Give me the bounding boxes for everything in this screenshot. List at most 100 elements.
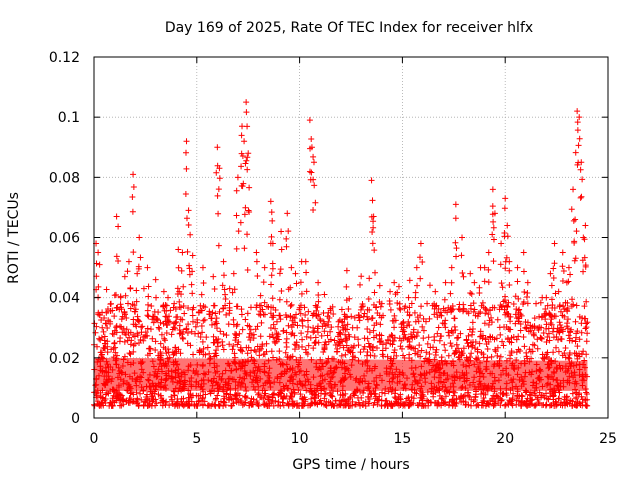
data-point-cloud (417, 371, 424, 378)
data-point-cloud (174, 313, 181, 320)
data-point-cloud (378, 377, 385, 384)
data-point-cloud (250, 376, 257, 383)
data-point-cloud (478, 349, 485, 356)
data-point-cloud (497, 389, 504, 396)
data-point (241, 211, 248, 218)
data-point-cloud (177, 378, 184, 385)
data-point-cloud (149, 335, 156, 342)
data-point-cloud (522, 324, 529, 331)
data-point-cloud (137, 390, 144, 397)
data-point-cloud (442, 317, 449, 324)
data-point-cloud (225, 360, 232, 367)
data-point-cloud (137, 336, 144, 343)
data-point-cloud (160, 360, 167, 367)
data-point (500, 298, 507, 305)
data-point-cloud (345, 347, 352, 354)
data-point-cloud (113, 395, 120, 402)
data-point-cloud (330, 311, 337, 318)
data-point (576, 114, 583, 121)
data-point (199, 329, 206, 336)
data-point (460, 273, 467, 280)
data-point-cloud (528, 397, 535, 404)
data-point-cloud (407, 344, 414, 351)
data-point-cloud (569, 390, 576, 397)
data-point-cloud (230, 321, 237, 328)
data-point (115, 258, 122, 265)
data-point-cloud (194, 361, 201, 368)
data-point-cloud (140, 337, 147, 344)
data-point-cloud (299, 343, 306, 350)
data-point-cloud (148, 303, 155, 310)
data-point-cloud (330, 388, 337, 395)
data-point-cloud (115, 394, 122, 401)
data-point-cloud (418, 394, 425, 401)
data-point-cloud (165, 367, 172, 374)
data-point-cloud (482, 391, 489, 398)
data-point (550, 275, 557, 282)
data-point-cloud (431, 356, 438, 363)
data-point-cloud (147, 326, 154, 333)
data-point (260, 311, 267, 318)
data-point-cloud (113, 324, 120, 331)
data-point-cloud (331, 382, 338, 389)
data-point (414, 282, 421, 289)
data-point-cloud (433, 309, 440, 316)
data-point-cloud (504, 310, 511, 317)
data-point-cloud (297, 367, 304, 374)
data-point-cloud (493, 392, 500, 399)
data-point-cloud (578, 351, 585, 358)
x-tick-label: 20 (496, 431, 514, 447)
data-point-cloud (194, 402, 201, 409)
data-point-cloud (257, 292, 264, 299)
data-point-cloud (198, 383, 205, 390)
data-point (125, 258, 132, 265)
data-point-cloud (416, 377, 423, 384)
data-point (577, 194, 584, 201)
data-point (489, 203, 496, 210)
data-point (572, 216, 579, 223)
data-point-cloud (557, 335, 564, 342)
data-point-cloud (155, 352, 162, 359)
data-point-cloud (117, 376, 124, 383)
data-point-cloud (359, 301, 366, 308)
data-point (520, 249, 527, 256)
data-point-cloud (276, 379, 283, 386)
data-point-cloud (226, 341, 233, 348)
data-point-cloud (566, 379, 573, 386)
data-point-cloud (273, 330, 280, 337)
data-point (574, 108, 581, 115)
data-point (452, 215, 459, 222)
data-point (238, 132, 245, 139)
data-point-cloud (216, 373, 223, 380)
data-point (179, 331, 186, 338)
data-point-cloud (132, 321, 139, 328)
data-point-cloud (324, 371, 331, 378)
data-point-cloud (229, 346, 236, 353)
data-point-cloud (385, 337, 392, 344)
data-point-cloud (523, 398, 530, 405)
data-point (417, 275, 424, 282)
data-point-cloud (328, 384, 335, 391)
data-point (283, 243, 290, 250)
data-point-cloud (553, 377, 560, 384)
data-point-cloud (406, 277, 413, 284)
data-point-cloud (412, 377, 419, 384)
data-point-cloud (512, 320, 519, 327)
data-point-cloud (468, 396, 475, 403)
data-point (485, 249, 492, 256)
data-point-cloud (489, 304, 496, 311)
data-point-cloud (186, 378, 193, 385)
data-point-cloud (284, 385, 291, 392)
data-point (368, 177, 375, 184)
data-point (538, 314, 545, 321)
data-point-cloud (519, 378, 526, 385)
data-point (551, 240, 558, 247)
data-point-cloud (146, 401, 153, 408)
data-point-cloud (347, 393, 354, 400)
data-point (298, 290, 305, 297)
data-point (343, 283, 350, 290)
data-point-cloud (579, 396, 586, 403)
data-point (491, 210, 498, 217)
data-point-cloud (287, 312, 294, 319)
data-point-cloud (161, 335, 168, 342)
